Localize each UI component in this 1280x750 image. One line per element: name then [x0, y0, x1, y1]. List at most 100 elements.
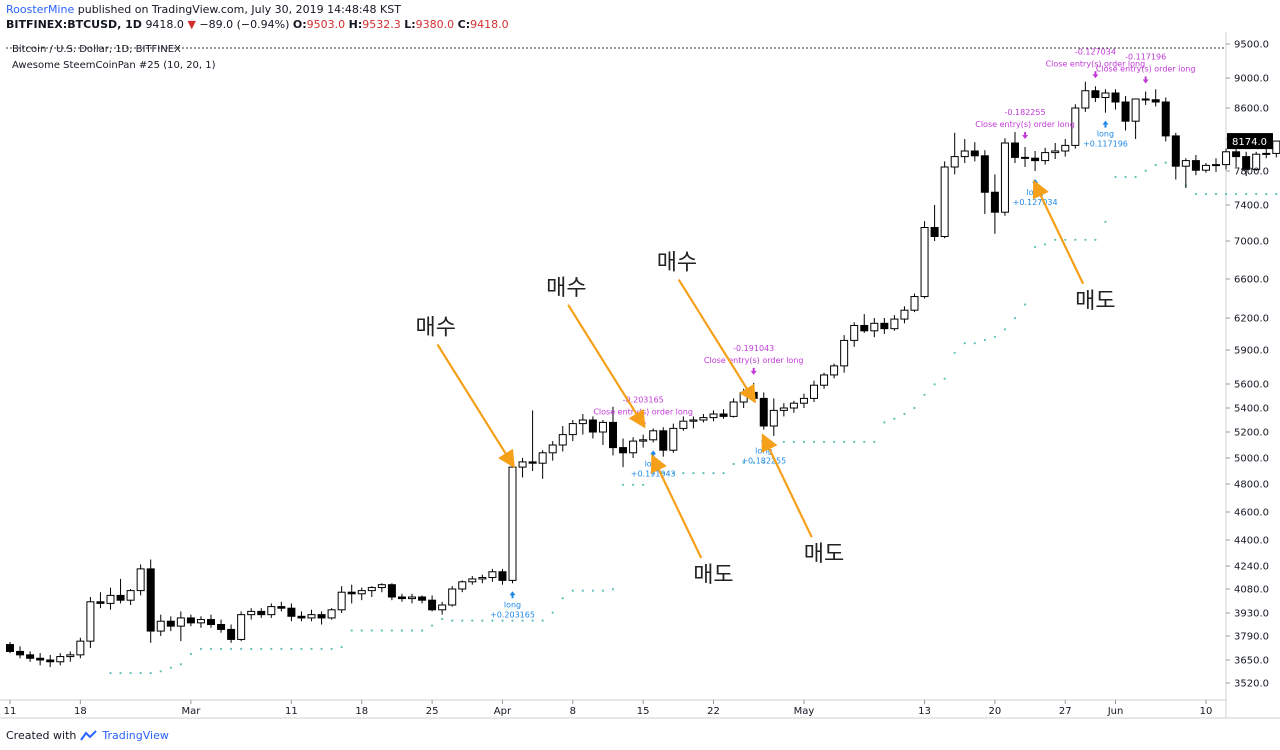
candle-body [468, 578, 477, 583]
indicator-dot [993, 335, 997, 338]
candle-body [1191, 160, 1200, 171]
candle-body [488, 571, 497, 578]
candle-body [1232, 151, 1241, 158]
indicator-dot [501, 619, 504, 622]
low-label: L: [404, 18, 416, 31]
candle-body [1212, 164, 1220, 167]
indicator-dot [209, 647, 213, 650]
candle-body [317, 614, 326, 619]
candle-body [6, 644, 14, 652]
candle-body [96, 601, 105, 604]
candle-body [26, 654, 35, 659]
candle-body [307, 614, 316, 619]
indicator-dot [159, 670, 162, 673]
indicator-dot [752, 461, 755, 464]
indicator-dot [983, 338, 986, 342]
candle-body [1031, 157, 1040, 162]
tradingview-link[interactable]: TradingView [102, 729, 169, 742]
annotation-text: 매도 [804, 542, 844, 567]
indicator-dot [350, 629, 353, 632]
candle-body [66, 654, 75, 658]
chart-title: Bitcoin / U.S. Dollar, 1D, BITFINEX [12, 44, 181, 55]
close-signal-value: -0.203165 [623, 396, 664, 405]
published-text: published on TradingView.com, July 30, 2… [77, 3, 401, 16]
x-tick-label: 15 [637, 706, 650, 717]
y-tick-label: 7400.0 [1234, 201, 1269, 212]
indicator-dot [1023, 303, 1027, 306]
indicator-dot [199, 647, 203, 650]
long-signal-value: +0.191043 [631, 469, 676, 478]
close-signal-label: Close entry(s) order long [593, 408, 693, 417]
candle-body [1171, 135, 1180, 167]
indicator-dot [280, 647, 283, 650]
candle-body [367, 587, 376, 592]
indicator-dot [1013, 317, 1017, 320]
indicator-dot [541, 619, 544, 622]
candle-body [920, 227, 929, 298]
y-tick-label: 4800.0 [1234, 480, 1269, 491]
indicator-dot [893, 417, 896, 420]
candle-body [1101, 92, 1110, 98]
indicator-dot [611, 588, 615, 591]
candle-body [598, 421, 607, 433]
y-tick-label: 5400.0 [1234, 404, 1269, 415]
y-tick-label: 7000.0 [1234, 237, 1269, 248]
x-tick-label: 27 [1059, 706, 1072, 717]
created-with-text: Created with [6, 729, 77, 742]
indicator-dot [873, 440, 876, 443]
indicator-dot [591, 589, 595, 592]
candle-body [1021, 156, 1030, 159]
tradingview-logo-icon [80, 730, 98, 741]
indicator-dot [410, 629, 414, 632]
y-tick-label: 5000.0 [1234, 454, 1269, 465]
indicator-dot [230, 647, 233, 650]
candle-body [1272, 140, 1280, 154]
indicator-dot [1003, 328, 1007, 331]
indicator-dot [822, 440, 826, 443]
price-axis[interactable]: 9500.09000.08600.08200.07800.07400.07000… [1226, 40, 1269, 690]
candle-body [337, 591, 346, 611]
candle-body [227, 628, 236, 640]
indicator-dot [290, 647, 293, 650]
time-axis[interactable]: 11 18 Mar 11 18 25 Apr 8 15 22 May 13 20 27 Jun 10 [4, 700, 1213, 717]
indicator-dot [400, 629, 404, 632]
indicator-dot [601, 589, 605, 592]
indicator-dot [451, 619, 454, 622]
indicator-dot [461, 619, 464, 622]
last-price-label: 8174.0 [1227, 133, 1273, 150]
x-tick-label: 13 [918, 706, 931, 717]
indicator-dot [1084, 238, 1087, 241]
candle-body [900, 309, 909, 320]
author-link[interactable]: RoosterMine [6, 3, 75, 16]
low-value: 9380.0 [415, 18, 455, 31]
indicator-dots [109, 153, 1278, 675]
indicator-dot [340, 646, 343, 649]
candle-body [649, 430, 658, 441]
candle-body [458, 581, 467, 590]
indicator-legend: Awesome SteemCoinPan #25 (10, 20, 1) [12, 60, 216, 71]
indicator-dot [1064, 238, 1067, 241]
close-signal-icon [1142, 76, 1149, 84]
x-tick-label: 20 [989, 706, 1002, 717]
long-signal-value: +0.117196 [1083, 140, 1128, 149]
candle-body [186, 617, 195, 624]
indicator-dot [923, 393, 926, 396]
close-label: C: [457, 18, 471, 31]
candle-body [1252, 153, 1261, 170]
candle-body [548, 444, 557, 454]
annotation-arrow [677, 279, 757, 404]
indicator-dot [189, 652, 192, 656]
candle-body [729, 401, 738, 417]
candle-body [428, 599, 437, 611]
candle-body [1161, 101, 1170, 137]
candle-body [277, 606, 286, 609]
x-tick-label: 22 [707, 706, 720, 717]
indicator-dot [1245, 192, 1248, 196]
candle-body [699, 417, 708, 421]
x-tick-label: 25 [426, 706, 439, 717]
annotation-text: 매수 [657, 251, 697, 276]
indicator-dot [702, 472, 705, 475]
candle-body [619, 447, 628, 454]
long-signal-value: +0.127034 [1013, 198, 1058, 207]
